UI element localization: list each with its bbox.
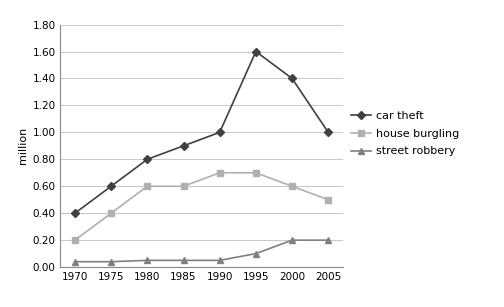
house burgling — [72, 238, 78, 242]
house burgling — [144, 185, 150, 188]
house burgling — [180, 185, 186, 188]
car theft — [217, 130, 223, 134]
car theft — [72, 211, 78, 215]
Y-axis label: million: million — [18, 127, 28, 165]
street robbery — [144, 258, 150, 262]
street robbery — [217, 258, 223, 262]
house burgling — [289, 185, 295, 188]
Line: car theft: car theft — [72, 49, 331, 216]
car theft — [253, 50, 259, 53]
street robbery — [180, 258, 186, 262]
street robbery — [253, 252, 259, 255]
car theft — [180, 144, 186, 148]
Legend: car theft, house burgling, street robbery: car theft, house burgling, street robber… — [351, 111, 459, 157]
street robbery — [72, 260, 78, 263]
Line: house burgling: house burgling — [72, 170, 331, 243]
street robbery — [108, 260, 114, 263]
car theft — [144, 157, 150, 161]
Line: street robbery: street robbery — [72, 237, 331, 264]
car theft — [325, 130, 331, 134]
house burgling — [217, 171, 223, 175]
house burgling — [253, 171, 259, 175]
street robbery — [325, 238, 331, 242]
house burgling — [325, 198, 331, 202]
car theft — [289, 77, 295, 80]
house burgling — [108, 211, 114, 215]
car theft — [108, 185, 114, 188]
street robbery — [289, 238, 295, 242]
